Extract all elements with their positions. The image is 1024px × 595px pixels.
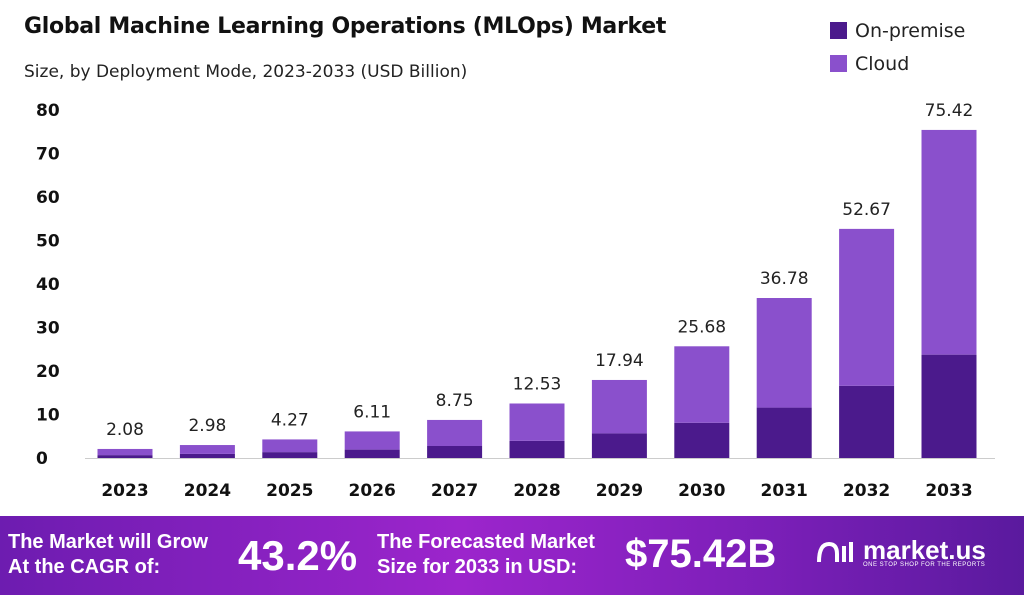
y-tick-label: 60 bbox=[36, 188, 60, 208]
x-tick-label: 2027 bbox=[431, 481, 478, 501]
legend-label: On-premise bbox=[855, 19, 966, 42]
bar-cloud-2032 bbox=[839, 228, 895, 386]
data-label-total: 2.98 bbox=[188, 416, 226, 436]
legend-swatch-on-premise bbox=[830, 22, 847, 39]
bar-cloud-2031 bbox=[756, 298, 812, 408]
forecast-value: $75.42B bbox=[625, 532, 777, 576]
bar-on-premise-2028 bbox=[509, 440, 565, 458]
data-label-total: 12.53 bbox=[513, 374, 562, 394]
bar-chart: 010203040506070802.0820232.9820244.27202… bbox=[36, 101, 995, 501]
chart-subtitle: Size, by Deployment Mode, 2023-2033 (USD… bbox=[24, 62, 468, 82]
bar-cloud-2028 bbox=[509, 403, 565, 441]
legend-item-on-premise: On-premise bbox=[830, 14, 965, 47]
x-tick-label: 2033 bbox=[925, 481, 972, 501]
y-tick-label: 30 bbox=[36, 319, 60, 339]
bar-cloud-2026 bbox=[344, 431, 400, 450]
legend-item-cloud: Cloud bbox=[830, 47, 965, 80]
forecast-label: The Forecasted Market Size for 2033 in U… bbox=[377, 530, 595, 580]
data-label-total: 2.08 bbox=[106, 420, 144, 440]
forecast-label-line1: The Forecasted Market bbox=[377, 531, 595, 553]
bar-cloud-2023 bbox=[97, 448, 153, 456]
forecast-label-line2: Size for 2033 in USD: bbox=[377, 556, 578, 578]
bar-on-premise-2031 bbox=[756, 407, 812, 458]
bar-on-premise-2024 bbox=[179, 453, 235, 458]
bar-on-premise-2029 bbox=[591, 433, 647, 458]
y-tick-label: 0 bbox=[36, 449, 48, 469]
bar-cloud-2029 bbox=[591, 379, 647, 434]
legend-swatch-cloud bbox=[830, 55, 847, 72]
cagr-label-line2: At the CAGR of: bbox=[8, 556, 161, 578]
data-label-total: 75.42 bbox=[925, 101, 974, 121]
bar-cloud-2027 bbox=[427, 419, 483, 446]
cagr-label-line1: The Market will Grow bbox=[8, 531, 209, 553]
x-tick-label: 2028 bbox=[513, 481, 560, 501]
data-label-total: 6.11 bbox=[353, 402, 391, 422]
logo-tagline: ONE STOP SHOP FOR THE REPORTS bbox=[863, 562, 986, 568]
data-label-total: 36.78 bbox=[760, 269, 809, 289]
y-tick-label: 20 bbox=[36, 362, 60, 382]
cagr-label: The Market will Grow At the CAGR of: bbox=[8, 530, 208, 580]
bar-on-premise-2026 bbox=[344, 449, 400, 458]
y-tick-label: 50 bbox=[36, 232, 60, 252]
data-label-total: 52.67 bbox=[842, 200, 891, 220]
chart-title: Global Machine Learning Operations (MLOp… bbox=[24, 14, 667, 39]
bar-cloud-2030 bbox=[674, 346, 730, 423]
bar-on-premise-2025 bbox=[262, 452, 318, 458]
y-tick-label: 40 bbox=[36, 275, 60, 295]
cagr-value: 43.2% bbox=[238, 532, 358, 579]
data-label-total: 17.94 bbox=[595, 351, 644, 371]
x-tick-label: 2025 bbox=[266, 481, 313, 501]
legend-label: Cloud bbox=[855, 52, 910, 75]
logo-name: market.us bbox=[863, 535, 986, 565]
bar-on-premise-2033 bbox=[921, 354, 977, 458]
bar-on-premise-2027 bbox=[427, 445, 483, 458]
x-tick-label: 2023 bbox=[101, 481, 148, 501]
bar-cloud-2025 bbox=[262, 439, 318, 453]
data-label-total: 8.75 bbox=[436, 391, 474, 411]
summary-banner: The Market will Grow At the CAGR of: 43.… bbox=[0, 516, 1024, 595]
x-tick-label: 2030 bbox=[678, 481, 725, 501]
bar-on-premise-2030 bbox=[674, 422, 730, 458]
x-tick-label: 2031 bbox=[761, 481, 808, 501]
x-tick-label: 2029 bbox=[596, 481, 643, 501]
y-tick-label: 10 bbox=[36, 406, 60, 426]
x-tick-label: 2026 bbox=[349, 481, 396, 501]
bar-cloud-2024 bbox=[179, 445, 235, 454]
bar-on-premise-2023 bbox=[97, 455, 153, 458]
data-label-total: 25.68 bbox=[677, 317, 726, 337]
data-label-total: 4.27 bbox=[271, 410, 309, 430]
market-us-logo: market.us ONE STOP SHOP FOR THE REPORTS bbox=[815, 535, 986, 568]
x-tick-label: 2024 bbox=[184, 481, 231, 501]
bar-on-premise-2032 bbox=[839, 385, 895, 458]
x-tick-label: 2032 bbox=[843, 481, 890, 501]
legend: On-premise Cloud bbox=[830, 14, 965, 80]
market-us-logo-icon bbox=[817, 541, 853, 563]
y-tick-label: 80 bbox=[36, 101, 60, 121]
y-tick-label: 70 bbox=[36, 145, 60, 165]
bar-cloud-2033 bbox=[921, 129, 977, 355]
